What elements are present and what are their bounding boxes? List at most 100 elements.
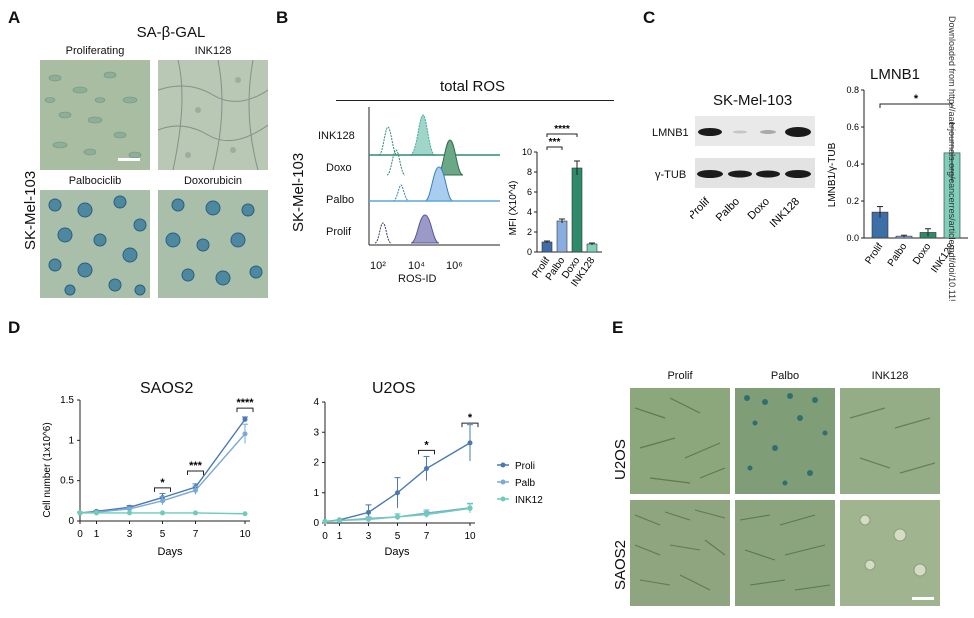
micrograph-doxorubicin	[158, 190, 268, 298]
u2os-sig-label: *	[468, 412, 473, 424]
saos2-sig-label: ***	[189, 460, 203, 472]
u2os-x-tick-label: 5	[395, 531, 401, 542]
u2os-sig-bracket	[461, 422, 479, 428]
saos2-y-tick-label: 0	[68, 516, 74, 527]
lmnb1-chart-title: LMNB1	[870, 66, 921, 83]
blot-lane-ink128: INK128	[768, 196, 802, 230]
panel-e-row-u2os: U2OS	[612, 439, 629, 480]
u2os-y-tick-label: 1	[313, 488, 319, 499]
panel-letter-c: C	[643, 8, 656, 27]
panel-b-side-label: SK-Mel-103	[290, 152, 307, 232]
mfi-y-tick-label: 2	[527, 227, 532, 237]
mfi-y-tick-label: 0	[527, 247, 532, 257]
lmnb1-x-label-prolif: Prolif	[863, 241, 885, 266]
saos2-point-ink12	[77, 510, 83, 516]
mfi-sig-bracket-doxo	[546, 133, 578, 137]
mfi-bar-doxo	[571, 167, 583, 253]
micrograph-proliferating	[40, 60, 150, 170]
saos2-point-ink12	[193, 510, 198, 516]
blot-lane-prolif: Prolif	[690, 195, 713, 222]
u2os-y-tick-label: 0	[313, 518, 319, 529]
saos2-y-tick-label: 1.5	[60, 395, 74, 406]
u2os-point-proli	[395, 490, 400, 496]
mfi-y-tick-label: 8	[527, 167, 532, 177]
saos2-point-ink12	[127, 510, 132, 516]
legend-label-ink12: INK12	[515, 495, 543, 506]
lmnb1-x-label-doxo: Doxo	[911, 241, 934, 267]
u2os-point-ink12	[337, 518, 342, 524]
mfi-sig-label-palbo: ***	[549, 137, 561, 148]
lmnb1-y-tick-label: 0.2	[846, 196, 859, 206]
saos2-point-palb	[193, 487, 198, 493]
saos2-sig-label: *	[160, 477, 165, 489]
micrograph-u2os-prolif	[630, 388, 730, 494]
panel-letter-b: B	[276, 8, 289, 27]
saos2-sig-label: ****	[236, 397, 254, 409]
u2os-sig-label: *	[424, 439, 429, 451]
saos2-point-ink12	[160, 510, 165, 516]
lmnb1-y-tick-label: 0.0	[846, 233, 859, 243]
saos2-x-tick-label: 10	[239, 529, 251, 540]
panel-e-row-saos2: SAOS2	[612, 539, 629, 590]
saos2-point-proli	[242, 416, 248, 422]
saos2-y-tick-label: 0.5	[60, 476, 74, 487]
legend-item-proli: Proli	[497, 461, 535, 472]
u2os-point-proli	[467, 440, 473, 446]
histogram-x-label: ROS-ID	[398, 273, 437, 285]
legend-item-palb: Palb	[497, 478, 535, 489]
u2os-point-proli	[424, 466, 429, 472]
u2os-x-tick-label: 3	[366, 531, 372, 542]
u2os-point-ink12	[322, 518, 328, 524]
mfi-sig-label-doxo: ****	[554, 124, 570, 135]
micrograph-saos2-palbo	[735, 500, 835, 606]
lmnb1-y-label: LMNB1/γ-TUB	[827, 142, 838, 207]
u2os-point-ink12	[366, 516, 371, 522]
lmnb1-sig-label: *	[914, 93, 919, 105]
u2os-point-ink12	[395, 514, 400, 520]
histogram-row-label-doxo: Doxo	[326, 162, 352, 174]
blot-lane-doxo: Doxo	[745, 196, 772, 223]
saos2-sig-bracket	[236, 407, 254, 413]
u2os-x-tick-label: 1	[337, 531, 343, 542]
lmnb1-y-tick-label: 0.6	[846, 122, 859, 132]
blot-title: SK-Mel-103	[713, 92, 793, 109]
u2os-x-tick-label: 0	[322, 531, 328, 542]
tile-caption-palbociclib: Palbociclib	[68, 175, 122, 187]
saos2-point-palb	[160, 498, 165, 504]
u2os-point-ink12	[467, 505, 473, 511]
lmnb1-y-tick-label: 0.8	[846, 85, 859, 95]
saos2-x-tick-label: 1	[94, 529, 100, 540]
blot-label-gamma-tub: γ-TUB	[655, 169, 687, 181]
u2os-point-proli	[366, 509, 371, 515]
mfi-sig-bracket-palbo	[546, 146, 563, 150]
saos2-point-palb	[127, 506, 132, 512]
saos2-y-label: Cell number (1x10^6)	[42, 422, 53, 517]
blot-label-lmnb1: LMNB1	[652, 127, 689, 139]
micrograph-u2os-palbo	[735, 388, 835, 494]
saos2-sig-bracket	[154, 487, 171, 492]
saos2-y-tick-label: 1	[68, 435, 74, 446]
mfi-y-tick-label: 10	[522, 147, 532, 157]
micrograph-ink128	[158, 60, 268, 170]
histogram-x-tick-3: 10⁶	[446, 260, 463, 272]
saos2-x-label: Days	[157, 546, 183, 558]
u2os-x-tick-label: 10	[464, 531, 476, 542]
growth-legend: Proli Palb INK12	[497, 461, 543, 506]
mfi-y-tick-label: 4	[527, 207, 532, 217]
panel-b-title-rule	[336, 100, 614, 101]
blot-lane-palbo: Palbo	[714, 196, 742, 224]
tile-caption-proliferating: Proliferating	[65, 45, 125, 57]
u2os-y-tick-label: 4	[313, 397, 319, 408]
lmnb1-sig-bracket	[879, 103, 953, 108]
micrograph-saos2-ink128	[840, 500, 940, 606]
blot-lane-labels: Prolif Palbo Doxo INK128	[690, 195, 802, 230]
tile-caption-doxorubicin: Doxorubicin	[183, 175, 243, 187]
lmnb1-bar-chart: LMNB1/γ-TUB 0.0 0.2 0.4 0.6 0.8 Prolif Palbo D…	[827, 85, 968, 275]
saos2-point-palb	[242, 431, 248, 437]
ros-histogram	[368, 107, 500, 246]
mfi-bar-prolif	[541, 241, 553, 253]
saos2-point-ink12	[242, 511, 248, 517]
panel-a-side-label: SK-Mel-103	[22, 170, 39, 250]
